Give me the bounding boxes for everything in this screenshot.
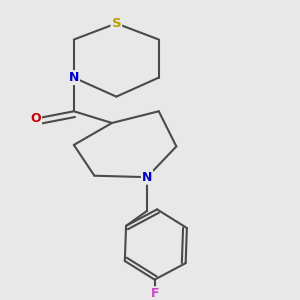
Text: S: S (112, 17, 121, 30)
Text: N: N (69, 71, 79, 84)
Text: F: F (150, 287, 159, 300)
Text: O: O (31, 112, 41, 125)
Text: N: N (142, 171, 152, 184)
